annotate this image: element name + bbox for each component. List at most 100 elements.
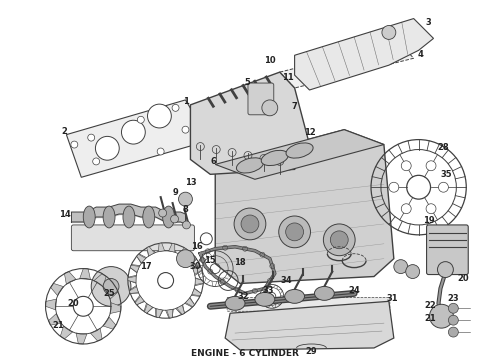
Ellipse shape	[234, 208, 266, 240]
Circle shape	[147, 104, 172, 128]
Polygon shape	[49, 314, 61, 325]
Circle shape	[406, 265, 419, 279]
Ellipse shape	[225, 296, 245, 310]
Text: 6: 6	[210, 157, 216, 166]
Polygon shape	[215, 130, 394, 283]
Text: ENGINE - 6 CYLINDER: ENGINE - 6 CYLINDER	[191, 350, 299, 359]
Polygon shape	[105, 287, 118, 299]
Polygon shape	[129, 287, 139, 293]
Polygon shape	[46, 299, 56, 310]
Text: 28: 28	[438, 143, 449, 152]
Polygon shape	[156, 309, 163, 318]
Text: 10: 10	[264, 56, 275, 65]
Circle shape	[176, 250, 195, 267]
Polygon shape	[137, 254, 146, 263]
Circle shape	[382, 26, 396, 39]
Polygon shape	[193, 267, 202, 274]
Circle shape	[401, 204, 411, 214]
Polygon shape	[167, 309, 173, 318]
Polygon shape	[50, 283, 64, 296]
Ellipse shape	[241, 215, 259, 233]
Circle shape	[439, 182, 448, 192]
Circle shape	[389, 182, 399, 192]
Polygon shape	[191, 72, 310, 174]
Text: 19: 19	[423, 216, 434, 225]
Circle shape	[91, 267, 131, 306]
Text: 20: 20	[458, 274, 469, 283]
Circle shape	[430, 304, 453, 328]
Text: 21: 21	[425, 314, 437, 323]
Polygon shape	[128, 276, 136, 283]
Text: 22: 22	[425, 301, 437, 310]
Circle shape	[137, 116, 144, 123]
Ellipse shape	[163, 206, 174, 228]
Polygon shape	[169, 243, 175, 252]
Text: 35: 35	[441, 170, 452, 179]
Text: 24: 24	[348, 286, 360, 295]
Ellipse shape	[285, 289, 304, 303]
Text: 34: 34	[281, 276, 293, 285]
FancyBboxPatch shape	[72, 225, 195, 251]
Polygon shape	[215, 130, 384, 179]
Ellipse shape	[286, 143, 313, 158]
Ellipse shape	[83, 206, 95, 228]
Circle shape	[88, 134, 95, 141]
Text: 5: 5	[244, 77, 250, 86]
Polygon shape	[225, 301, 394, 350]
Circle shape	[171, 215, 178, 223]
Ellipse shape	[279, 216, 311, 248]
Text: 30: 30	[190, 262, 201, 271]
Circle shape	[122, 120, 145, 144]
Circle shape	[182, 221, 191, 229]
Polygon shape	[280, 42, 414, 88]
Text: 16: 16	[192, 242, 203, 251]
Text: 23: 23	[447, 294, 459, 303]
Text: 33: 33	[262, 286, 273, 295]
Circle shape	[157, 148, 164, 155]
Circle shape	[394, 260, 408, 274]
Polygon shape	[135, 296, 144, 305]
Circle shape	[96, 136, 119, 160]
Polygon shape	[64, 271, 76, 284]
Circle shape	[103, 279, 119, 294]
Text: 15: 15	[204, 256, 216, 265]
Polygon shape	[94, 274, 106, 287]
Text: 2: 2	[61, 127, 67, 136]
Text: 25: 25	[103, 289, 115, 298]
Polygon shape	[177, 305, 184, 314]
Ellipse shape	[123, 206, 135, 228]
Text: 3: 3	[426, 18, 431, 27]
Ellipse shape	[286, 223, 303, 241]
Circle shape	[178, 192, 193, 206]
Polygon shape	[130, 265, 139, 272]
Polygon shape	[147, 247, 154, 256]
FancyBboxPatch shape	[227, 297, 390, 311]
Ellipse shape	[330, 231, 348, 249]
Text: 29: 29	[306, 347, 318, 356]
Ellipse shape	[143, 206, 155, 228]
Circle shape	[448, 303, 458, 313]
Polygon shape	[179, 248, 187, 257]
Circle shape	[426, 161, 436, 171]
Polygon shape	[103, 317, 116, 329]
Circle shape	[172, 104, 179, 111]
FancyBboxPatch shape	[427, 225, 468, 275]
Text: 12: 12	[304, 128, 316, 137]
Polygon shape	[145, 304, 152, 313]
Circle shape	[438, 262, 453, 278]
Text: 13: 13	[185, 178, 196, 187]
Polygon shape	[294, 19, 434, 90]
Polygon shape	[186, 298, 195, 307]
Text: 31: 31	[386, 294, 398, 303]
Text: 11: 11	[282, 73, 294, 82]
Ellipse shape	[323, 224, 355, 256]
Polygon shape	[192, 289, 201, 296]
Circle shape	[426, 204, 436, 214]
Circle shape	[159, 209, 167, 217]
Polygon shape	[67, 100, 200, 177]
Text: 7: 7	[292, 102, 297, 111]
Polygon shape	[60, 326, 73, 339]
Text: 4: 4	[417, 50, 423, 59]
Text: 9: 9	[172, 188, 178, 197]
Text: 32: 32	[237, 292, 249, 301]
